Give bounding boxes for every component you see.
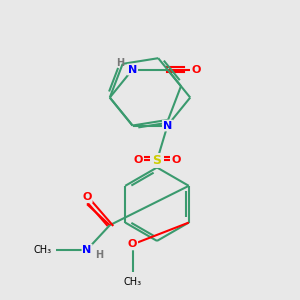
Text: O: O (172, 155, 181, 166)
Text: CH₃: CH₃ (124, 277, 142, 286)
Text: N: N (82, 245, 92, 255)
Text: O: O (192, 64, 201, 75)
Text: H: H (116, 58, 124, 68)
Text: N: N (128, 64, 137, 75)
Text: O: O (133, 155, 142, 166)
Text: CH₃: CH₃ (34, 245, 52, 255)
Text: O: O (128, 239, 137, 249)
Text: S: S (152, 154, 161, 167)
Text: O: O (82, 192, 92, 202)
Text: H: H (95, 250, 103, 260)
Text: N: N (163, 121, 172, 130)
